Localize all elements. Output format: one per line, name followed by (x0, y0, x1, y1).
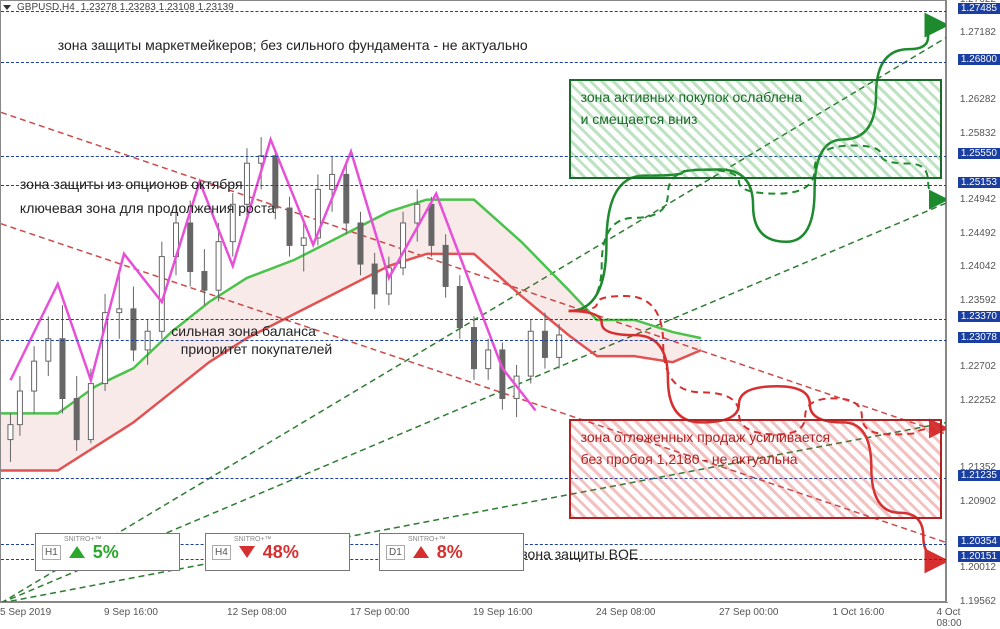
price-level-line (1, 319, 947, 320)
price-tick: 1.26282 (960, 94, 996, 105)
price-level-marker: 1.27485 (958, 3, 1000, 14)
indicator-name: SNITRO+™ (64, 536, 102, 543)
zone-label: зона отложенных продаж усиливается (581, 429, 951, 445)
price-level-marker: 1.25550 (958, 148, 1000, 159)
indicator-box: H4SNITRO+™48% (205, 533, 350, 571)
chart-annotation: зона защиты из опционов октября (20, 176, 243, 192)
price-level-line (1, 11, 947, 12)
price-level-marker: 1.20354 (958, 536, 1000, 547)
price-tick: 1.22702 (960, 361, 996, 372)
price-level-marker: 1.23078 (958, 332, 1000, 343)
timeframe-label: H4 (212, 545, 231, 560)
indicator-box: H1SNITRO+™5% (35, 533, 180, 571)
timeframe-label: H1 (42, 545, 61, 560)
price-tick: 1.23592 (960, 295, 996, 306)
indicator-name: SNITRO+™ (408, 536, 446, 543)
time-tick: 24 Sep 08:00 (596, 607, 656, 618)
price-level-marker: 1.20151 (958, 551, 1000, 562)
chart-annotation: зона защиты BOE (521, 546, 638, 562)
time-axis: 5 Sep 2019 9 Sep 16:00 12 Sep 08:00 17 Sep … (0, 602, 948, 626)
chart-annotation: ключевая зона для продолжения роста (20, 200, 275, 216)
zone-label: без пробоя 1,2180 - не актуальна (581, 451, 951, 467)
indicator-value: 5% (93, 542, 119, 563)
arrow-up-icon (413, 546, 429, 558)
price-level-marker: 1.23370 (958, 311, 1000, 322)
price-tick: 1.19562 (960, 596, 996, 607)
price-tick: 1.27182 (960, 27, 996, 38)
indicator-value: 8% (437, 542, 463, 563)
zone-label: зона активных покупок ослаблена (581, 89, 951, 105)
price-tick: 1.24492 (960, 228, 996, 239)
price-level-marker: 1.25153 (958, 177, 1000, 188)
indicator-box: D1SNITRO+™8% (379, 533, 524, 571)
time-tick: 9 Sep 16:00 (104, 607, 158, 618)
time-tick: 27 Sep 00:00 (719, 607, 779, 618)
arrow-up-icon (69, 546, 85, 558)
time-tick: 12 Sep 08:00 (227, 607, 287, 618)
price-tick: 1.25832 (960, 128, 996, 139)
price-level-marker: 1.21235 (958, 470, 1000, 481)
price-tick: 1.20012 (960, 562, 996, 573)
timeframe-label: D1 (386, 545, 405, 560)
chart-annotation: приоритет покупателей (181, 341, 333, 357)
chart-annotation: зона защиты маркетмейкеров; без сильного… (58, 37, 528, 53)
time-tick: 1 Oct 16:00 (832, 607, 884, 618)
price-tick: 1.22252 (960, 395, 996, 406)
price-level-line (1, 340, 947, 341)
chart-annotation: сильная зона баланса (171, 323, 316, 339)
price-tick: 1.24042 (960, 261, 996, 272)
zone-label: и смещается вниз (581, 111, 951, 127)
time-tick: 5 Sep 2019 (0, 607, 51, 618)
sell-zone: зона отложенных продаж усиливаетсябез пр… (569, 419, 943, 518)
indicator-value: 48% (263, 542, 299, 563)
price-axis: 1.276221.271821.262821.258321.249421.244… (946, 0, 1000, 602)
chart-area[interactable]: GBPUSD,H4 1.23278 1.23283 1.23108 1.2313… (0, 0, 946, 602)
time-tick: 17 Sep 00:00 (350, 607, 410, 618)
arrow-down-icon (239, 546, 255, 558)
price-level-line (1, 62, 947, 63)
price-tick: 1.20902 (960, 496, 996, 507)
buy-zone: зона активных покупок ослабленаи смещает… (569, 79, 943, 178)
price-level-marker: 1.26800 (958, 54, 1000, 65)
time-tick: 19 Sep 16:00 (473, 607, 533, 618)
indicator-name: SNITRO+™ (234, 536, 272, 543)
price-tick: 1.24942 (960, 194, 996, 205)
